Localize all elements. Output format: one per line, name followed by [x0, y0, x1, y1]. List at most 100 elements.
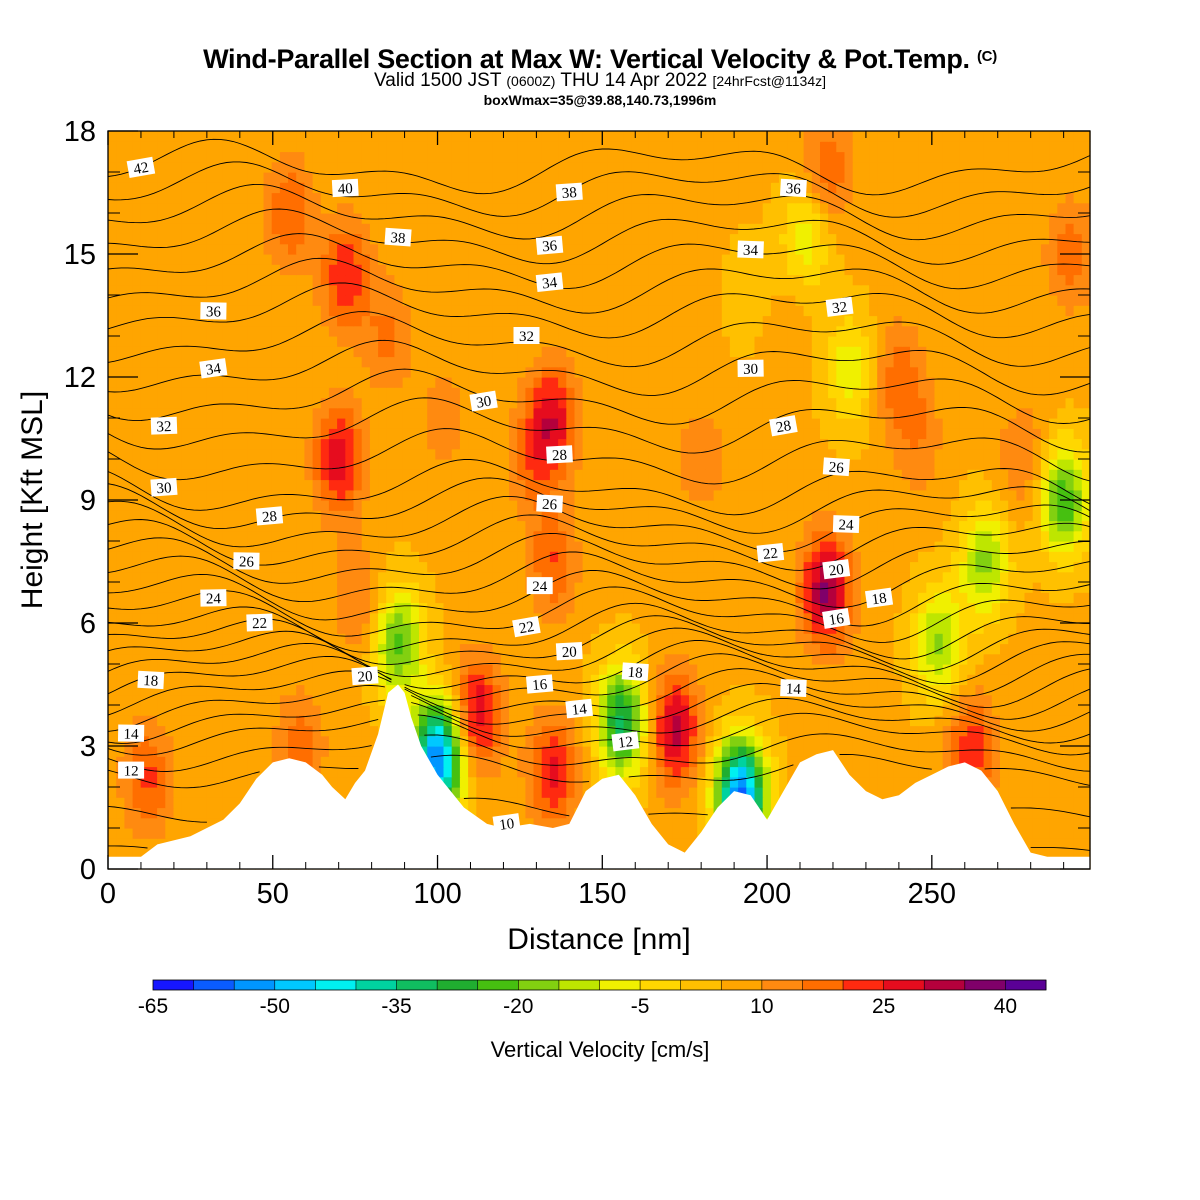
velocity-cell [132, 674, 142, 686]
velocity-cell [721, 674, 731, 686]
velocity-cell [500, 807, 510, 819]
velocity-cell [427, 541, 436, 552]
velocity-cell [468, 807, 477, 819]
velocity-cell [1040, 479, 1050, 491]
velocity-cell [271, 530, 281, 542]
velocity-cell [1049, 623, 1058, 634]
velocity-cell [639, 715, 649, 727]
velocity-cell [157, 530, 166, 542]
velocity-cell [910, 674, 919, 686]
velocity-cell [639, 746, 649, 757]
velocity-cell [140, 571, 150, 583]
velocity-cell [1057, 633, 1067, 645]
velocity-cell [656, 766, 666, 778]
velocity-cell [410, 500, 420, 511]
velocity-cell [991, 541, 1001, 552]
velocity-cell [427, 612, 436, 624]
velocity-cell [959, 571, 968, 583]
velocity-cell [836, 653, 846, 665]
velocity-cell [189, 787, 199, 798]
velocity-cell [1040, 469, 1050, 481]
velocity-cell [500, 510, 510, 522]
velocity-cell [451, 530, 461, 542]
velocity-cell [500, 633, 510, 645]
velocity-cell [705, 602, 715, 614]
velocity-cell [1057, 459, 1067, 470]
velocity-cell [533, 469, 543, 481]
velocity-cell [386, 520, 395, 532]
velocity-cell [198, 817, 207, 829]
velocity-cell [198, 797, 207, 809]
velocity-cell [492, 489, 502, 501]
velocity-cell [165, 500, 175, 511]
velocity-cell [1000, 694, 1009, 706]
velocity-cell [811, 489, 821, 501]
velocity-cell [378, 592, 387, 604]
velocity-cell [770, 735, 780, 747]
velocity-cell [459, 500, 469, 511]
velocity-cell [664, 776, 674, 788]
velocity-cell [811, 500, 821, 511]
velocity-cell [983, 725, 993, 737]
velocity-cell [664, 674, 674, 686]
velocity-cell [468, 541, 477, 552]
velocity-cell [746, 776, 756, 788]
velocity-cell [173, 776, 183, 788]
velocity-cell [828, 510, 837, 522]
velocity-cell [206, 571, 215, 583]
velocity-cell [697, 787, 706, 798]
velocity-cell [926, 469, 936, 481]
velocity-cell [517, 817, 526, 829]
velocity-cell [1081, 571, 1091, 583]
velocity-cell [345, 756, 355, 768]
velocity-cell [116, 448, 125, 460]
velocity-cell [942, 592, 952, 604]
velocity-cell [181, 623, 191, 634]
velocity-cell [631, 766, 641, 778]
velocity-cell [991, 715, 1001, 727]
velocity-cell [1057, 684, 1067, 696]
velocity-cell [132, 520, 142, 532]
velocity-cell [304, 582, 314, 593]
velocity-cell [959, 489, 968, 501]
velocity-cell [181, 684, 191, 696]
velocity-cell [820, 725, 829, 737]
velocity-cell [263, 643, 273, 655]
velocity-cell [1049, 797, 1058, 809]
velocity-cell [525, 541, 535, 552]
velocity-cell [558, 592, 567, 604]
velocity-cell [509, 694, 518, 706]
velocity-cell [967, 602, 977, 614]
velocity-cell [689, 694, 698, 706]
velocity-cell [476, 694, 486, 706]
velocity-cell [607, 448, 616, 460]
velocity-cell [599, 766, 608, 778]
velocity-cell [451, 582, 461, 593]
velocity-cell [926, 530, 936, 542]
velocity-cell [402, 551, 412, 563]
velocity-cell [443, 500, 453, 511]
velocity-cell [590, 551, 600, 563]
velocity-cell [631, 438, 641, 450]
velocity-cell [860, 653, 870, 665]
velocity-cell [263, 571, 273, 583]
velocity-cell [959, 510, 968, 522]
velocity-cell [852, 582, 862, 593]
velocity-cell [1073, 592, 1083, 604]
velocity-cell [877, 571, 886, 583]
velocity-cell [271, 479, 281, 491]
velocity-cell [1024, 612, 1034, 624]
velocity-cell [1081, 766, 1091, 778]
velocity-cell [238, 766, 248, 778]
velocity-cell [885, 541, 895, 552]
velocity-cell [148, 510, 158, 522]
velocity-cell [918, 500, 927, 511]
velocity-cell [967, 664, 977, 675]
velocity-cell [779, 602, 788, 614]
velocity-cell [468, 694, 477, 706]
velocity-cell [779, 479, 788, 491]
velocity-cell [279, 489, 289, 501]
utc-time: (0600Z) [506, 73, 556, 89]
velocity-cell [361, 592, 371, 604]
velocity-cell [869, 602, 878, 614]
